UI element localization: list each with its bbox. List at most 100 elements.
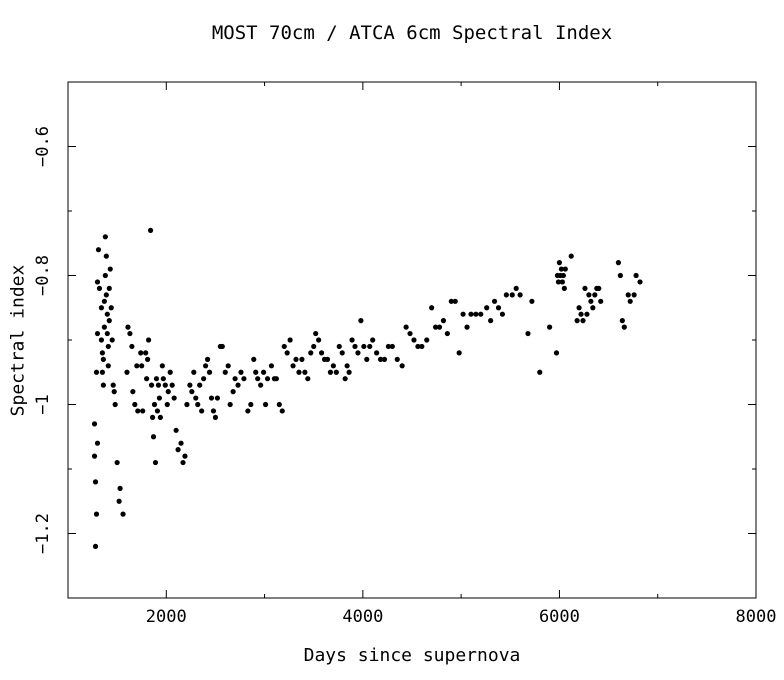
data-point (108, 305, 114, 311)
data-point (140, 408, 146, 414)
data-point (578, 311, 584, 317)
chart-title: MOST 70cm / ATCA 6cm Spectral Index (211, 22, 613, 44)
data-point (370, 337, 376, 343)
data-point (144, 376, 150, 382)
data-point (102, 272, 108, 279)
data-point (92, 543, 99, 550)
y-tick-label: −0.6 (33, 126, 53, 167)
data-point (503, 292, 509, 298)
data-point (152, 459, 159, 466)
data-point (560, 272, 566, 279)
data-point (105, 363, 111, 369)
data-point (444, 330, 450, 337)
data-point (452, 298, 458, 304)
data-point (436, 324, 443, 330)
data-point (568, 253, 574, 259)
data-point (155, 382, 162, 388)
data-point (448, 298, 454, 304)
data-point (199, 408, 205, 414)
data-point (103, 292, 109, 298)
data-point (268, 363, 275, 369)
data-point (358, 318, 364, 324)
data-point (149, 414, 156, 420)
data-point (625, 292, 631, 298)
data-point (308, 350, 314, 356)
data-point (167, 369, 173, 375)
data-point (299, 356, 305, 362)
data-point (222, 369, 228, 375)
data-point (255, 376, 261, 382)
data-point (94, 440, 101, 446)
data-point (162, 382, 168, 388)
data-point (100, 356, 106, 362)
data-point (129, 343, 135, 350)
data-point (175, 447, 181, 453)
data-point (377, 356, 384, 362)
data-point (105, 343, 111, 350)
data-point (197, 382, 203, 388)
data-point (156, 395, 163, 401)
data-point (344, 363, 350, 369)
data-point (499, 311, 506, 317)
data-point (562, 266, 568, 272)
data-point (214, 395, 220, 401)
data-point (333, 369, 339, 375)
data-point (143, 350, 149, 356)
data-point (103, 253, 109, 259)
data-point (132, 401, 138, 408)
x-axis-label: Days since supernova (303, 645, 521, 666)
data-point (473, 311, 479, 317)
data-point (169, 382, 175, 388)
data-point (592, 292, 598, 298)
data-point (364, 356, 370, 362)
x-tick-label: 8000 (736, 607, 777, 627)
data-point (139, 363, 145, 369)
data-point (212, 414, 219, 420)
data-point (208, 395, 215, 401)
data-point (204, 356, 211, 362)
data-point (145, 356, 151, 362)
data-point (558, 266, 564, 272)
data-point (93, 511, 100, 517)
data-point (619, 318, 625, 324)
data-point (403, 324, 409, 330)
data-point (193, 395, 199, 401)
data-point (324, 356, 331, 362)
data-point (580, 318, 586, 324)
data-point (104, 311, 110, 317)
data-point (101, 324, 107, 330)
data-point (468, 311, 474, 317)
axis-ticks (67, 81, 757, 599)
data-point (235, 382, 241, 388)
y-tick-label: −1 (33, 394, 53, 414)
data-point (153, 376, 160, 382)
data-point (91, 421, 98, 427)
data-point (284, 350, 290, 356)
x-tick-label: 2000 (146, 607, 187, 627)
data-point (219, 343, 225, 350)
y-tick-label: −1.2 (33, 513, 53, 554)
data-point (588, 298, 594, 304)
data-point (305, 376, 311, 382)
data-point (225, 363, 231, 369)
data-point (464, 324, 470, 330)
data-point (582, 285, 588, 291)
data-point (273, 376, 279, 382)
data-point (171, 395, 177, 401)
data-point (95, 247, 102, 253)
data-point (330, 363, 336, 369)
data-point (411, 337, 417, 343)
data-point (287, 337, 293, 343)
data-point (367, 343, 373, 350)
data-point (262, 401, 269, 408)
data-point (385, 343, 392, 350)
data-point (182, 453, 188, 459)
data-point (191, 369, 197, 375)
data-point (160, 376, 166, 382)
data-point (99, 350, 105, 356)
data-point (529, 298, 535, 304)
data-point (157, 414, 163, 420)
data-point (311, 343, 317, 350)
data-point (336, 343, 342, 350)
data-point (96, 285, 103, 291)
